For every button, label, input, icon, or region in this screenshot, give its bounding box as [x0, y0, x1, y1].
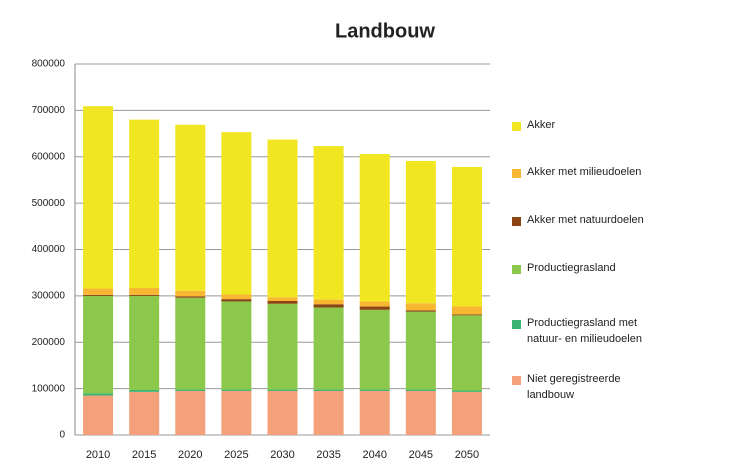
bar-segment: [359, 301, 390, 307]
bar-segment: [129, 295, 160, 391]
x-tick-label: 2050: [455, 449, 479, 461]
bar-segment: [267, 390, 298, 435]
legend-item: Akker met milieudoelen: [512, 166, 742, 180]
bar-segment: [451, 391, 482, 435]
bar-segment: [451, 166, 482, 307]
x-tick-label: 2010: [86, 449, 110, 461]
bar-segment: [451, 390, 482, 392]
legend-label: Akker met milieudoelen: [527, 166, 642, 178]
bar-segment: [405, 390, 436, 435]
legend-swatch: [512, 265, 521, 274]
bar-segment: [267, 139, 298, 298]
bar-segment: [129, 119, 160, 288]
x-tick-label: 2045: [409, 449, 433, 461]
x-tick-label: 2035: [316, 449, 340, 461]
bar-segment: [221, 299, 252, 302]
legend-swatch: [512, 376, 521, 385]
legend-item: Niet geregistreerde landbouw: [512, 373, 742, 403]
legend-label: Akker: [527, 119, 556, 131]
bar-segment: [405, 303, 436, 311]
bar-segment: [405, 310, 436, 312]
bar-segment: [83, 294, 114, 296]
bar-segment: [129, 294, 160, 296]
bar-segment: [267, 300, 298, 304]
bar-segment: [221, 294, 252, 300]
y-tick-label: 600000: [32, 151, 66, 162]
bar-segment: [359, 306, 390, 310]
chart-title: Landbouw: [335, 20, 435, 42]
legend-swatch: [512, 169, 521, 178]
bar-segment: [221, 132, 252, 295]
bar-segment: [267, 389, 298, 391]
bar-segment: [175, 124, 206, 291]
bar-segment: [175, 297, 206, 390]
y-tick-label: 200000: [32, 337, 66, 348]
bar-segment: [313, 389, 344, 391]
x-tick-label: 2040: [362, 449, 386, 461]
bar-segment: [451, 315, 482, 391]
bar-segment: [175, 390, 206, 435]
bar-segment: [313, 299, 344, 305]
y-tick-label: 400000: [32, 244, 66, 255]
bar-segment: [313, 146, 344, 300]
bar-segment: [267, 297, 298, 301]
legend-item: Akker: [512, 119, 742, 133]
legend-swatch: [512, 122, 521, 131]
y-tick-label: 100000: [32, 383, 66, 394]
legend-item: Productiegrasland: [512, 262, 742, 276]
x-tick-label: 2020: [178, 449, 202, 461]
legend-label: Productiegrasland: [527, 262, 616, 274]
bar-segment: [451, 314, 482, 316]
y-tick-label: 800000: [32, 59, 66, 70]
legend-swatch: [512, 217, 521, 226]
legend-swatch: [512, 320, 521, 329]
bar-segment: [267, 303, 298, 390]
bar-segment: [359, 309, 390, 390]
bar-segment: [313, 304, 344, 308]
bar-segment: [405, 389, 436, 391]
bar-segment: [129, 287, 160, 295]
legend-label: Productiegrasland met natuur- en milieud…: [527, 317, 642, 345]
bar-segment: [129, 391, 160, 435]
bar-segment: [221, 301, 252, 390]
legend-label: Akker met natuurdoelen: [527, 214, 644, 226]
y-tick-label: 500000: [32, 198, 66, 209]
bar-segment: [313, 390, 344, 435]
x-tick-label: 2030: [270, 449, 294, 461]
bar-segment: [83, 288, 114, 295]
legend-item: Productiegrasland met natuur- en milieud…: [512, 317, 742, 347]
bar-segment: [175, 290, 206, 297]
legend-label: Niet geregistreerde landbouw: [527, 373, 621, 401]
x-tick-label: 2025: [224, 449, 248, 461]
y-tick-label: 0: [59, 430, 65, 441]
y-tick-label: 700000: [32, 105, 66, 116]
bar-segment: [313, 307, 344, 390]
bar-segment: [221, 390, 252, 435]
bar-segment: [175, 389, 206, 391]
bar-segment: [405, 160, 436, 304]
bar-segment: [83, 106, 114, 289]
bar-segment: [83, 393, 114, 396]
bar-segment: [175, 296, 206, 298]
bar-segment: [405, 311, 436, 390]
bar-segment: [129, 390, 160, 392]
bar-segment: [83, 295, 114, 394]
legend-item: Akker met natuurdoelen: [512, 214, 742, 228]
bar-segment: [359, 153, 390, 302]
y-tick-label: 300000: [32, 291, 66, 302]
bar-segment: [221, 389, 252, 391]
bar-segment: [83, 395, 114, 435]
bar-segment: [359, 389, 390, 391]
bar-segment: [359, 390, 390, 435]
bar-segment: [451, 306, 482, 315]
x-tick-label: 2015: [132, 449, 156, 461]
